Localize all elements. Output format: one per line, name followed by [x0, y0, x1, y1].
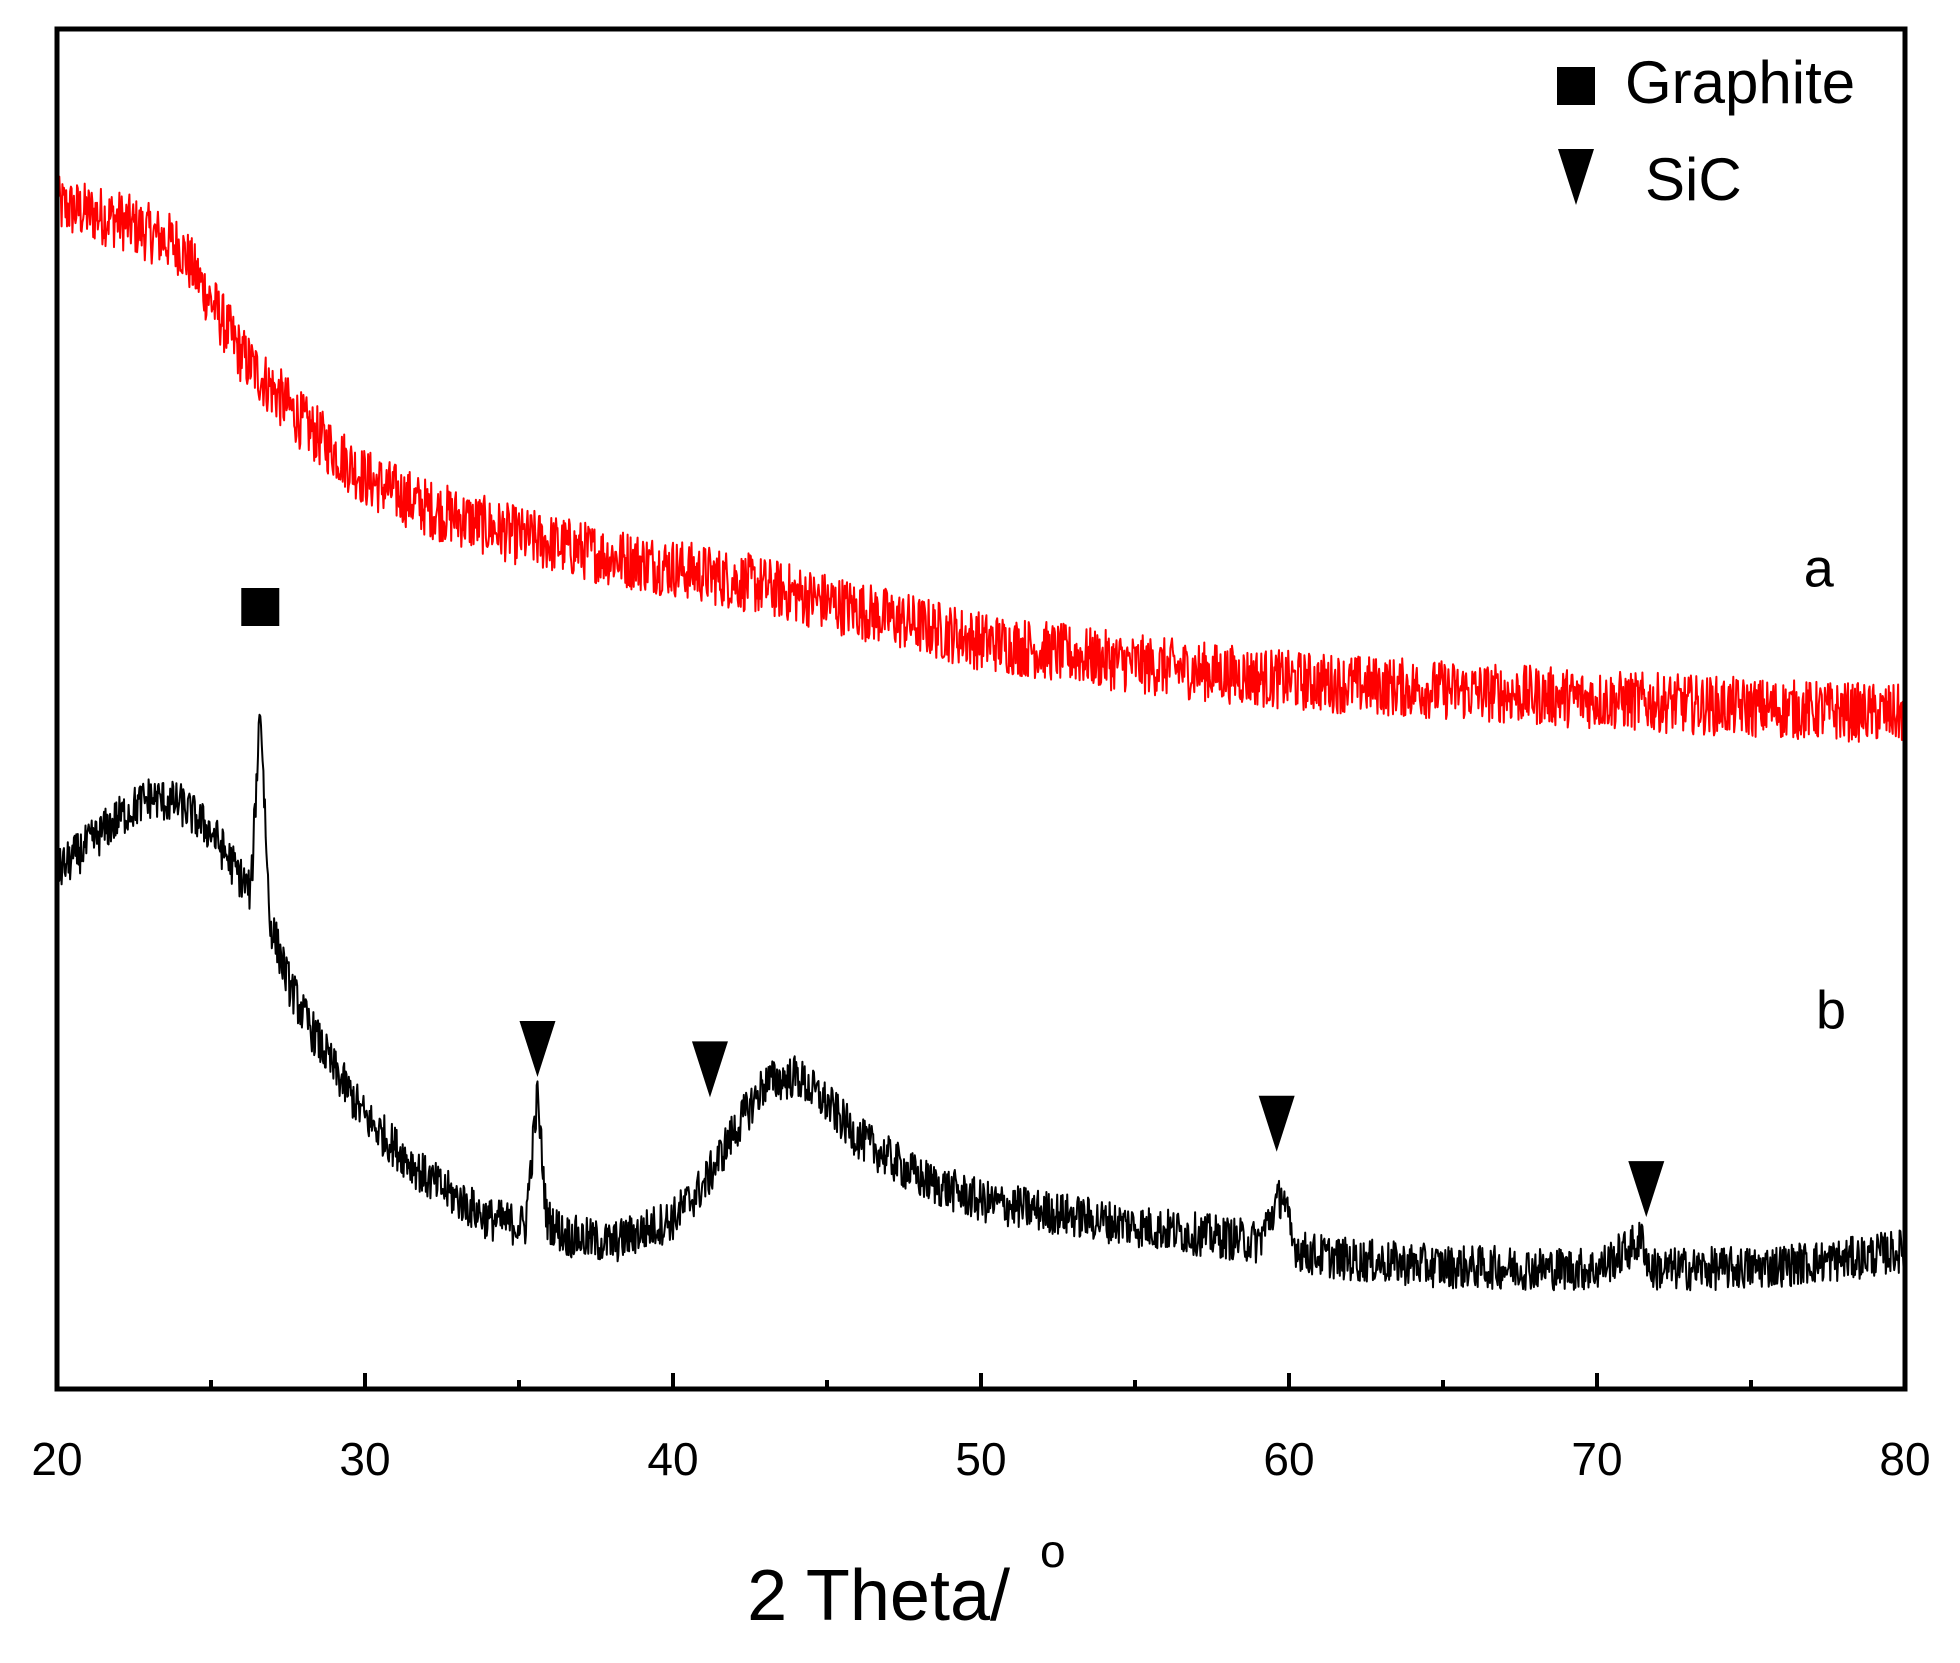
graphite-peak-marker — [241, 588, 280, 626]
legend: Graphite SiC — [1557, 49, 1855, 213]
x-axis-title: 2 Theta/ — [747, 1556, 1030, 1636]
x-tick-label: 60 — [1263, 1433, 1314, 1485]
x-tick-label: 70 — [1571, 1433, 1622, 1485]
sic-peak-marker — [1628, 1161, 1665, 1218]
x-tick-label: 80 — [1879, 1433, 1930, 1485]
legend-graphite-marker — [1557, 67, 1595, 105]
x-tick-label: 30 — [339, 1433, 390, 1485]
x-axis-title-superscript: o — [1040, 1525, 1066, 1577]
sic-peak-marker — [1258, 1095, 1295, 1152]
series-layer — [56, 175, 1906, 1292]
x-tick-label: 40 — [647, 1433, 698, 1485]
legend-sic-marker — [1558, 149, 1594, 205]
x-tick-label: 20 — [31, 1433, 82, 1485]
x-axis-ticks: 20 30 40 50 60 70 80 — [31, 1373, 1931, 1485]
annotations-layer: ab — [241, 539, 1846, 1218]
x-tick-label: 50 — [955, 1433, 1006, 1485]
series-a-line — [56, 175, 1906, 743]
curve-label-b: b — [1816, 981, 1846, 1041]
sic-peak-marker — [691, 1041, 728, 1098]
series-b-line — [56, 713, 1906, 1292]
legend-sic-label: SiC — [1645, 146, 1742, 213]
curve-label-a: a — [1804, 539, 1835, 599]
legend-graphite-label: Graphite — [1625, 49, 1855, 116]
sic-peak-marker — [519, 1021, 556, 1077]
